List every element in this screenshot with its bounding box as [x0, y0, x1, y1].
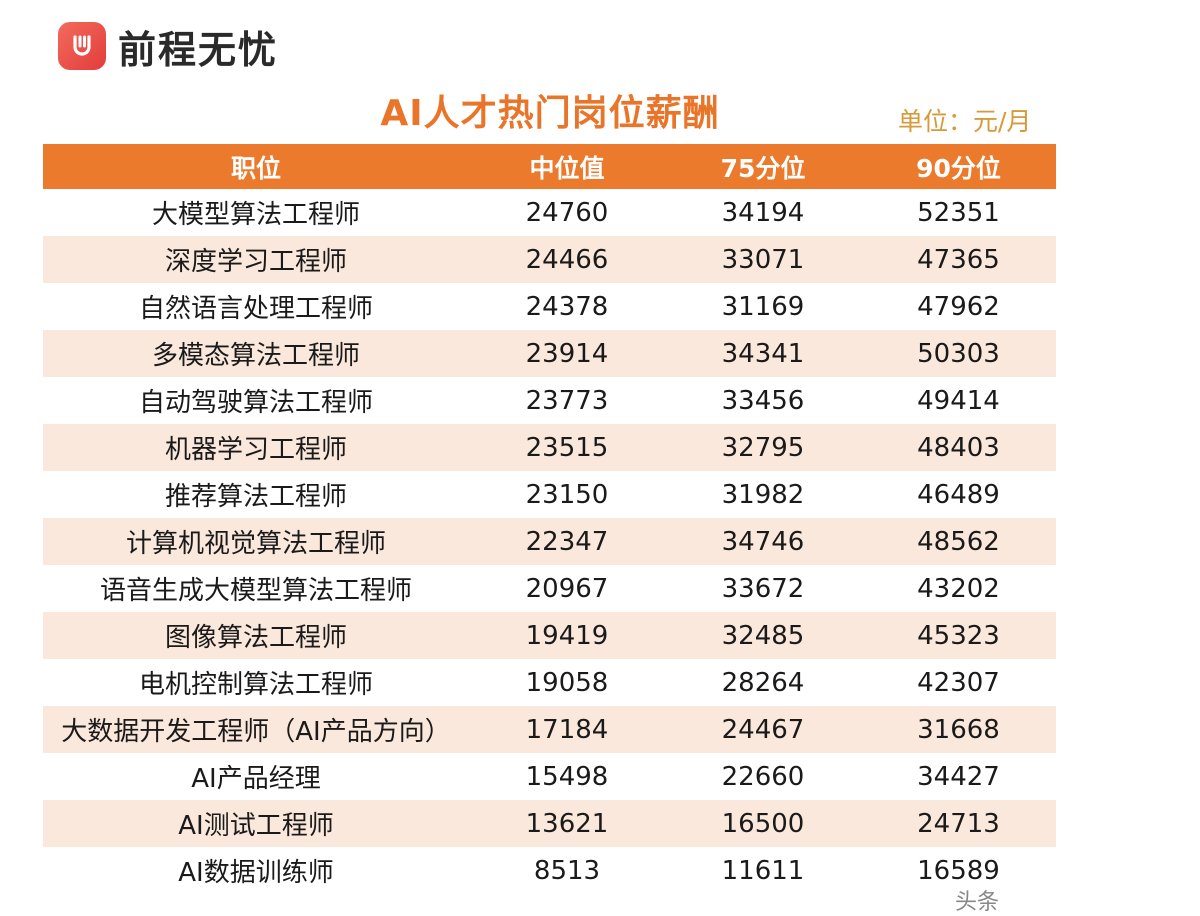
- cell-p75: 31982: [721, 479, 805, 510]
- cell-p75: 16500: [665, 800, 861, 847]
- cell-median: 23773: [525, 385, 609, 416]
- cell-position: AI数据训练师: [178, 858, 334, 888]
- cell-p75: 24467: [665, 706, 861, 753]
- cell-p90: 34427: [917, 761, 1000, 792]
- cell-median: 23914: [469, 330, 665, 377]
- table-row: 深度学习工程师 24466 33071 47365: [43, 236, 1056, 283]
- table-header: 职位 中位值 75分位 90分位: [43, 144, 1056, 189]
- hand-logo-icon: [58, 22, 106, 70]
- cell-position: 语音生成大模型算法工程师: [99, 576, 412, 606]
- cell-median: 24378: [525, 291, 609, 322]
- cell-position: 计算机视觉算法工程师: [43, 518, 469, 565]
- cell-p75: 22660: [721, 761, 805, 792]
- table-row: 图像算法工程师 19419 32485 45323: [43, 612, 1056, 659]
- table-row: 语音生成大模型算法工程师 20967 33672 43202: [43, 565, 1056, 612]
- cell-p90: 49414: [917, 385, 1000, 416]
- cell-p75: 11611: [721, 855, 805, 886]
- cell-position: AI测试工程师: [43, 800, 469, 847]
- table-row: 大模型算法工程师 24760 34194 52351: [43, 189, 1056, 236]
- table-row: 机器学习工程师 23515 32795 48403: [43, 424, 1056, 471]
- table-row: 多模态算法工程师 23914 34341 50303: [43, 330, 1056, 377]
- cell-median: 23515: [469, 424, 665, 471]
- cell-p75: 34746: [665, 518, 861, 565]
- cell-position: 多模态算法工程师: [43, 330, 469, 377]
- cell-p75: 31169: [721, 291, 805, 322]
- cell-position: AI产品经理: [191, 764, 321, 794]
- cell-p90: 47365: [861, 236, 1056, 283]
- cell-p75: 33672: [721, 573, 805, 604]
- table-row: 电机控制算法工程师 19058 28264 42307: [43, 659, 1056, 706]
- header-p90: 90分位: [861, 144, 1056, 189]
- cell-p75: 32485: [665, 612, 861, 659]
- table-row: 大数据开发工程师（AI产品方向） 17184 24467 31668: [43, 706, 1056, 753]
- cell-p90: 50303: [861, 330, 1056, 377]
- cell-p90: 42307: [917, 667, 1000, 698]
- cell-p90: 43202: [917, 573, 1000, 604]
- cell-p90: 48403: [861, 424, 1056, 471]
- cell-p75: 34341: [665, 330, 861, 377]
- cell-median: 22347: [469, 518, 665, 565]
- cell-p75: 33456: [721, 385, 805, 416]
- brand-logo: 前程无忧: [58, 18, 278, 74]
- cell-position: 机器学习工程师: [43, 424, 469, 471]
- cell-median: 8513: [533, 855, 601, 886]
- cell-position: 大数据开发工程师（AI产品方向）: [43, 706, 469, 753]
- cell-position: 推荐算法工程师: [164, 482, 347, 512]
- unit-label: 单位：元/月: [898, 107, 1032, 136]
- cell-median: 20967: [525, 573, 609, 604]
- cell-p90: 16589: [917, 855, 1000, 886]
- table-row: 自然语言处理工程师 24378 31169 47962: [43, 283, 1056, 330]
- table-body: 大模型算法工程师 24760 34194 52351 深度学习工程师 24466 33071…: [43, 189, 1056, 894]
- cell-position: 大模型算法工程师: [151, 200, 360, 230]
- cell-p90: 46489: [917, 479, 1000, 510]
- cell-position: 自动驾驶算法工程师: [138, 388, 373, 418]
- cell-p90: 47962: [917, 291, 1000, 322]
- cell-p90: 52351: [917, 197, 1000, 228]
- table-row: 自动驾驶算法工程师 23773 33456 49414: [43, 377, 1056, 424]
- cell-median: 19419: [469, 612, 665, 659]
- header-position: 职位: [43, 144, 469, 189]
- cell-position: 深度学习工程师: [43, 236, 469, 283]
- cell-p75: 28264: [721, 667, 805, 698]
- cell-p90: 45323: [861, 612, 1056, 659]
- cell-p75: 32795: [665, 424, 861, 471]
- cell-median: 17184: [469, 706, 665, 753]
- table-row: 计算机视觉算法工程师 22347 34746 48562: [43, 518, 1056, 565]
- cell-median: 23150: [525, 479, 609, 510]
- header-median: 中位值: [469, 144, 665, 189]
- cell-median: 24760: [525, 197, 609, 228]
- cell-position: 电机控制算法工程师: [138, 670, 373, 700]
- cell-p90: 48562: [861, 518, 1056, 565]
- page-title: AI人才热门岗位薪酬: [380, 93, 720, 134]
- table-row: AI产品经理 15498 22660 34427: [43, 753, 1056, 800]
- cell-p90: 24713: [861, 800, 1056, 847]
- cell-p75: 34194: [721, 197, 805, 228]
- table-row: 推荐算法工程师 23150 31982 46489: [43, 471, 1056, 518]
- cell-median: 13621: [469, 800, 665, 847]
- cell-position: 自然语言处理工程师: [138, 294, 373, 324]
- cell-median: 19058: [525, 667, 609, 698]
- cell-position: 图像算法工程师: [43, 612, 469, 659]
- table-row: AI数据训练师 8513 11611 16589: [43, 847, 1056, 894]
- cell-p90: 31668: [861, 706, 1056, 753]
- cell-median: 24466: [469, 236, 665, 283]
- salary-table: 职位 中位值 75分位 90分位 大模型算法工程师 24760 34194 52351 深度学…: [43, 144, 1056, 894]
- header-p75: 75分位: [665, 144, 861, 189]
- brand-name: 前程无忧: [118, 27, 279, 72]
- cell-median: 15498: [525, 761, 609, 792]
- table-row: AI测试工程师 13621 16500 24713: [43, 800, 1056, 847]
- cell-p75: 33071: [665, 236, 861, 283]
- watermark: 头条: [955, 890, 1000, 915]
